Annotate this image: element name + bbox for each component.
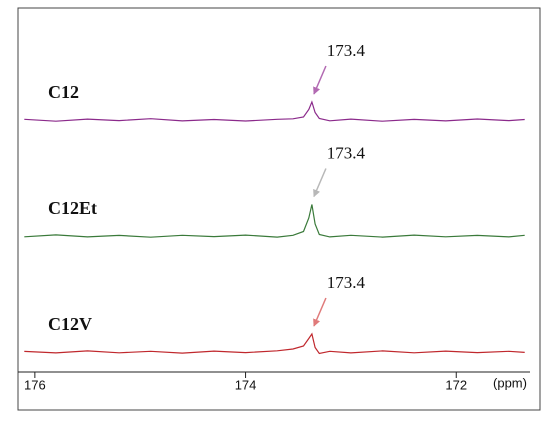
peak-label: 173.4	[327, 143, 366, 162]
peak-arrow	[313, 168, 327, 198]
spectrum-line	[24, 100, 525, 122]
peak-label: 173.4	[327, 273, 366, 292]
x-tick-label: 172	[445, 377, 467, 392]
peak-label: 173.4	[327, 41, 366, 60]
peak-arrow	[313, 65, 327, 95]
frame	[17, 7, 541, 411]
spectrum-line	[24, 204, 525, 238]
peak-arrow	[313, 297, 327, 327]
x-tick-label: 174	[235, 377, 257, 392]
x-tick-label: 176	[24, 377, 46, 392]
spectrum-line	[24, 332, 525, 355]
series-label: C12	[48, 82, 79, 102]
series-label: C12Et	[48, 198, 97, 218]
x-axis-label: (ppm)	[493, 375, 527, 390]
series-label: C12V	[48, 314, 92, 334]
